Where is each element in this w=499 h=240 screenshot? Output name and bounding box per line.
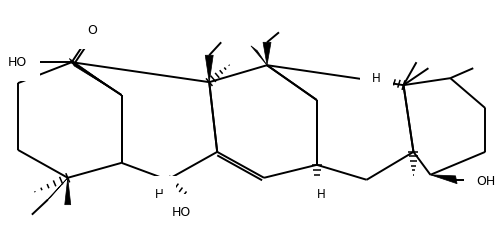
Text: HO: HO xyxy=(8,56,27,69)
Polygon shape xyxy=(205,55,213,82)
Text: H: H xyxy=(155,188,164,201)
Polygon shape xyxy=(69,59,122,95)
Polygon shape xyxy=(431,175,457,184)
Text: H: H xyxy=(372,72,381,85)
Polygon shape xyxy=(65,178,71,205)
Text: H: H xyxy=(316,188,325,201)
Polygon shape xyxy=(263,42,271,65)
Text: OH: OH xyxy=(476,175,496,188)
Text: HO: HO xyxy=(171,206,191,219)
Text: O: O xyxy=(88,24,98,37)
Polygon shape xyxy=(45,178,68,202)
Polygon shape xyxy=(251,46,267,65)
